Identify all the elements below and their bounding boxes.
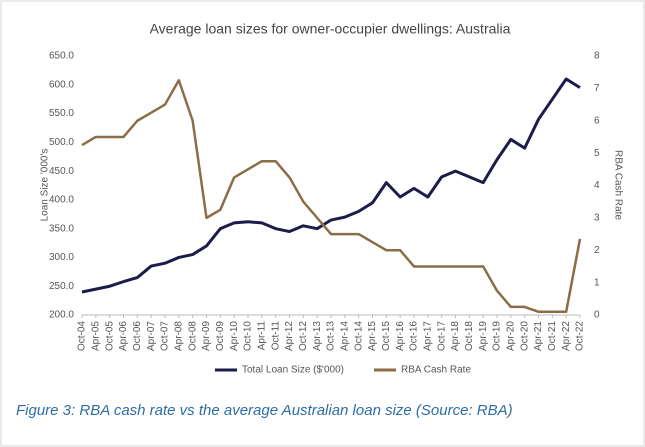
y2-tick-label: 6 xyxy=(594,115,600,126)
series-line xyxy=(81,79,582,314)
y-tick-label: 600.0 xyxy=(49,79,74,90)
x-tick-label: Oct-09 xyxy=(215,321,226,351)
y-tick-label: 250.0 xyxy=(49,281,74,292)
y-tick-label: 450.0 xyxy=(49,166,74,177)
x-tick-label: Apr-22 xyxy=(561,321,572,351)
x-tick-label: Oct-06 xyxy=(132,321,143,351)
y2-tick-label: 5 xyxy=(594,148,600,159)
x-tick-label: Apr-09 xyxy=(201,321,212,351)
x-tick-label: Apr-21 xyxy=(533,321,544,351)
x-tick-label: Oct-15 xyxy=(381,321,392,351)
x-tick-label: Oct-22 xyxy=(575,321,586,351)
x-tick-label: Apr-05 xyxy=(90,321,101,351)
y2-tick-label: 8 xyxy=(594,51,600,62)
y2-axis-label: RBA Cash Rate xyxy=(612,150,623,220)
x-tick-label: Apr-12 xyxy=(284,321,295,351)
x-tick-label: Oct-07 xyxy=(160,321,171,351)
y-axis-label: Loan Size '000's xyxy=(40,149,51,222)
series-line xyxy=(81,77,581,294)
x-tick-label: Oct-08 xyxy=(187,321,198,351)
y2-tick-label: 2 xyxy=(594,245,600,256)
x-tick-label: Oct-20 xyxy=(519,321,530,351)
y-tick-label: 500.0 xyxy=(49,137,74,148)
x-tick-label: Apr-10 xyxy=(229,321,240,351)
x-tick-label: Oct-13 xyxy=(326,321,337,351)
x-tick-label: Apr-17 xyxy=(422,321,433,351)
y-tick-label: 350.0 xyxy=(49,223,74,234)
x-tick-label: Oct-05 xyxy=(104,321,115,351)
y2-tick-label: 4 xyxy=(594,180,600,191)
x-tick-label: Apr-18 xyxy=(450,321,461,351)
x-tick-label: Apr-08 xyxy=(173,321,184,351)
y-tick-label: 200.0 xyxy=(49,310,74,321)
y2-tick-label: 7 xyxy=(594,83,600,94)
y2-tick-label: 3 xyxy=(594,213,600,224)
y-tick-label: 650.0 xyxy=(49,51,74,62)
x-tick-label: Oct-18 xyxy=(464,321,475,351)
x-tick-label: Apr-19 xyxy=(478,321,489,351)
y2-tick-label: 0 xyxy=(594,310,600,321)
x-tick-label: Apr-13 xyxy=(312,321,323,351)
x-tick-label: Oct-11 xyxy=(270,321,281,351)
x-tick-label: Oct-12 xyxy=(298,321,309,351)
legend-label: RBA Cash Rate xyxy=(401,365,471,376)
legend-label: Total Loan Size ($'000) xyxy=(242,365,344,376)
x-tick-label: Oct-19 xyxy=(492,321,503,351)
x-tick-label: Apr-16 xyxy=(395,321,406,351)
y2-tick-label: 1 xyxy=(594,277,600,288)
x-tick-label: Apr-06 xyxy=(118,321,129,351)
x-tick-label: Apr-20 xyxy=(505,321,516,351)
x-tick-label: Apr-07 xyxy=(146,321,157,351)
x-tick-label: Oct-04 xyxy=(77,321,88,351)
chart-title: Average loan sizes for owner-occupier dw… xyxy=(150,21,511,37)
x-tick-label: Apr-15 xyxy=(367,321,378,351)
x-tick-label: Oct-10 xyxy=(243,321,254,351)
y-tick-label: 400.0 xyxy=(49,195,74,206)
x-tick-label: Oct-17 xyxy=(436,321,447,351)
y-tick-label: 300.0 xyxy=(49,252,74,263)
x-tick-label: Apr-11 xyxy=(256,321,267,351)
x-tick-label: Apr-14 xyxy=(339,321,350,351)
y-tick-label: 550.0 xyxy=(49,108,74,119)
x-tick-label: Oct-14 xyxy=(353,321,364,351)
x-tick-label: Oct-21 xyxy=(547,321,558,351)
caption: Figure 3: RBA cash rate vs the average A… xyxy=(16,402,513,419)
x-tick-label: Oct-16 xyxy=(409,321,420,351)
